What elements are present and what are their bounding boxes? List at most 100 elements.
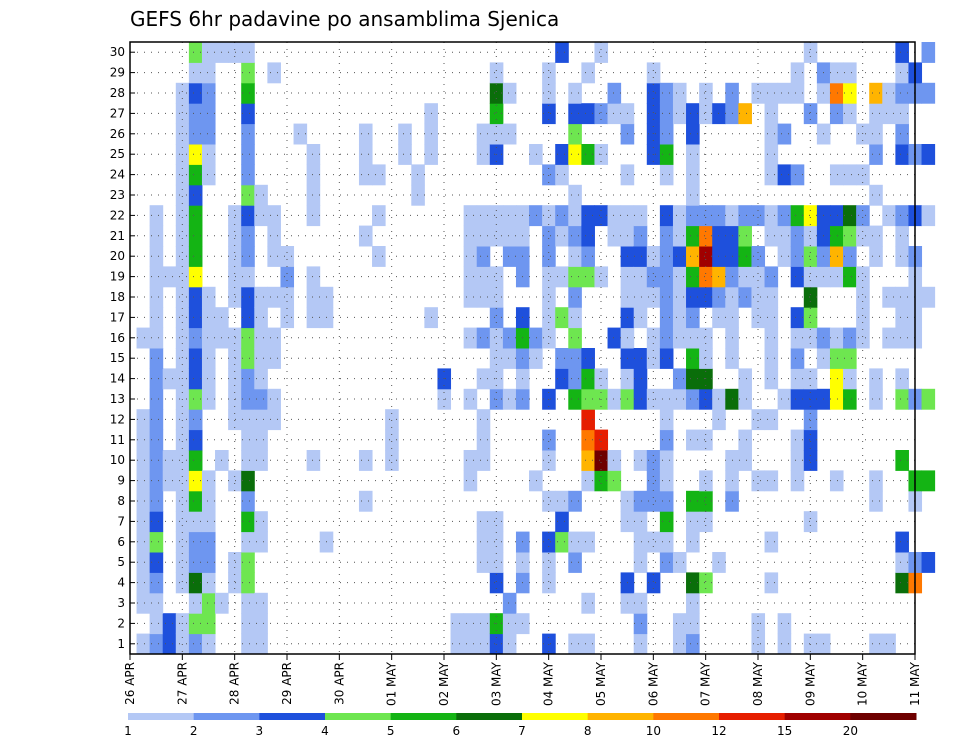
heatmap-cell — [254, 511, 268, 533]
heatmap-cell — [751, 82, 766, 104]
heatmap-cell — [254, 429, 268, 451]
colorbar-label: 7 — [518, 724, 526, 738]
heatmap-cell — [280, 246, 295, 267]
heatmap-cell — [790, 164, 805, 186]
heatmap-cell — [738, 225, 752, 247]
heatmap-cell — [241, 123, 255, 145]
heatmap-cell — [149, 633, 164, 655]
heatmap-cell — [489, 225, 504, 247]
x-axis-ticks: 26 APR 27 APR 28 APR 29 APR 30 APR 01 MAY 02 M… — [123, 654, 922, 706]
heatmap-cell — [568, 531, 582, 553]
y-tick-label: 5 — [117, 555, 125, 569]
heatmap-cell — [463, 225, 478, 247]
heatmap-cell — [476, 552, 491, 573]
heatmap-cell — [149, 246, 164, 267]
heatmap-cell — [751, 266, 766, 288]
heatmap-cell — [895, 103, 909, 125]
colorbar-swatch — [259, 713, 326, 720]
heatmap-cell — [555, 225, 569, 247]
heatmap-cell — [568, 490, 582, 512]
heatmap-cell — [476, 144, 491, 165]
heatmap-cell — [764, 470, 779, 492]
heatmap-cell — [489, 348, 504, 369]
heatmap-cell — [267, 348, 281, 369]
heatmap-cell — [777, 388, 792, 410]
heatmap-cell — [895, 205, 909, 227]
heatmap-cell — [358, 450, 373, 471]
heatmap-cell — [529, 327, 543, 349]
heatmap-cell — [594, 103, 609, 125]
heatmap-cell — [201, 511, 216, 533]
heatmap-cell — [463, 633, 478, 655]
colorbar-legend: 1 2 3 4 5 6 7 8 10 12 15 20 — [124, 713, 917, 738]
heatmap-cell — [489, 205, 504, 227]
heatmap-cell — [803, 42, 818, 63]
heatmap-cell — [751, 205, 766, 227]
heatmap-cell — [201, 613, 216, 635]
heatmap-cell — [790, 368, 805, 390]
heatmap-cell — [175, 450, 190, 471]
heatmap-cell — [790, 82, 805, 104]
colorbar-swatch — [325, 713, 392, 720]
heatmap-cell — [149, 225, 164, 247]
heatmap-cell — [149, 511, 164, 533]
heatmap-cell — [542, 429, 556, 451]
colorbar-label: 3 — [256, 724, 264, 738]
heatmap-cell — [659, 205, 674, 227]
heatmap-cell — [699, 205, 713, 227]
heatmap-cell — [489, 552, 504, 573]
heatmap-cell — [829, 246, 844, 267]
heatmap-cell — [790, 470, 805, 492]
heatmap-cell — [201, 470, 216, 492]
heatmap-cell — [555, 307, 569, 329]
heatmap-cell — [267, 409, 281, 431]
heatmap-cell — [188, 42, 203, 63]
x-tick-label: 27 APR — [175, 662, 189, 705]
heatmap-cell — [895, 144, 909, 165]
heatmap-cell — [228, 327, 242, 349]
heatmap-cell — [241, 307, 255, 329]
heatmap-cell — [201, 348, 216, 369]
colorbar-swatch — [128, 713, 195, 720]
heatmap-cell — [489, 531, 504, 553]
heatmap-cell — [241, 368, 255, 390]
heatmap-cell — [829, 164, 844, 186]
heatmap-cell — [476, 286, 491, 308]
heatmap-cell — [149, 531, 164, 553]
heatmap-cell — [738, 368, 752, 390]
gridlines — [130, 42, 915, 654]
heatmap-cell — [293, 123, 308, 145]
colorbar-swatch — [390, 713, 457, 720]
heatmap-cell — [188, 246, 203, 267]
heatmap-cell — [803, 511, 818, 533]
heatmap-cell — [542, 552, 556, 573]
heatmap-cell — [790, 266, 805, 288]
heatmap-cell — [882, 103, 896, 125]
heatmap-cell — [241, 572, 255, 594]
heatmap-cell — [136, 450, 151, 471]
heatmap-cell — [633, 286, 648, 308]
heatmap-cell — [686, 144, 700, 165]
heatmap-cell — [241, 409, 255, 431]
heatmap-cell — [686, 348, 700, 369]
heatmap-cell — [633, 552, 648, 573]
heatmap-cell — [672, 266, 687, 288]
heatmap-cell — [633, 490, 648, 512]
heatmap-cell — [686, 511, 700, 533]
heatmap-cell — [241, 103, 255, 125]
heatmap-cell — [699, 511, 713, 533]
heatmap-cell — [672, 327, 687, 349]
heatmap-cell — [843, 368, 857, 390]
heatmap-cell — [607, 82, 622, 104]
heatmap-cell — [542, 266, 556, 288]
heatmap-cell — [790, 225, 805, 247]
heatmap-cell — [241, 470, 255, 492]
heatmap-cell — [188, 429, 203, 451]
heatmap-cell — [476, 368, 491, 390]
heatmap-cell — [829, 225, 844, 247]
heatmap-cell — [188, 184, 203, 206]
heatmap-cell — [659, 429, 674, 451]
heatmap-cell — [175, 184, 190, 206]
heatmap-cell — [895, 123, 909, 145]
y-tick-label: 19 — [110, 270, 125, 284]
